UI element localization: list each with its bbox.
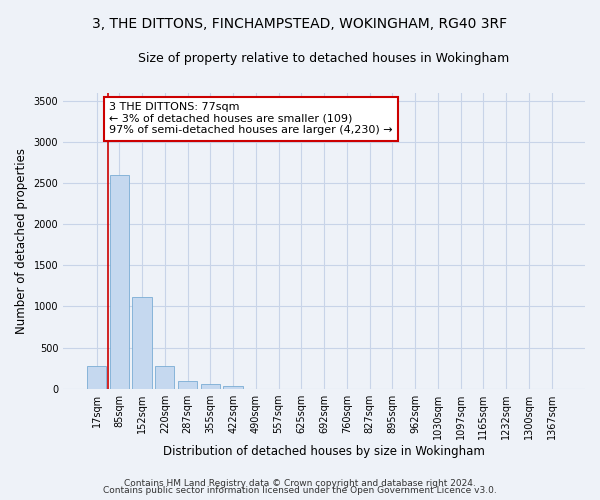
Bar: [110, 175, 129, 388]
Bar: [223, 386, 243, 388]
Text: 3 THE DITTONS: 77sqm
← 3% of detached houses are smaller (109)
97% of semi-detac: 3 THE DITTONS: 77sqm ← 3% of detached ho…: [109, 102, 392, 136]
Y-axis label: Number of detached properties: Number of detached properties: [15, 148, 28, 334]
Bar: [155, 366, 175, 388]
Text: Contains HM Land Registry data © Crown copyright and database right 2024.: Contains HM Land Registry data © Crown c…: [124, 478, 476, 488]
Title: Size of property relative to detached houses in Wokingham: Size of property relative to detached ho…: [139, 52, 510, 66]
Bar: [133, 296, 152, 388]
Bar: [87, 366, 106, 388]
Text: 3, THE DITTONS, FINCHAMPSTEAD, WOKINGHAM, RG40 3RF: 3, THE DITTONS, FINCHAMPSTEAD, WOKINGHAM…: [92, 18, 508, 32]
X-axis label: Distribution of detached houses by size in Wokingham: Distribution of detached houses by size …: [163, 444, 485, 458]
Bar: [178, 381, 197, 388]
Text: Contains public sector information licensed under the Open Government Licence v3: Contains public sector information licen…: [103, 486, 497, 495]
Bar: [200, 384, 220, 388]
